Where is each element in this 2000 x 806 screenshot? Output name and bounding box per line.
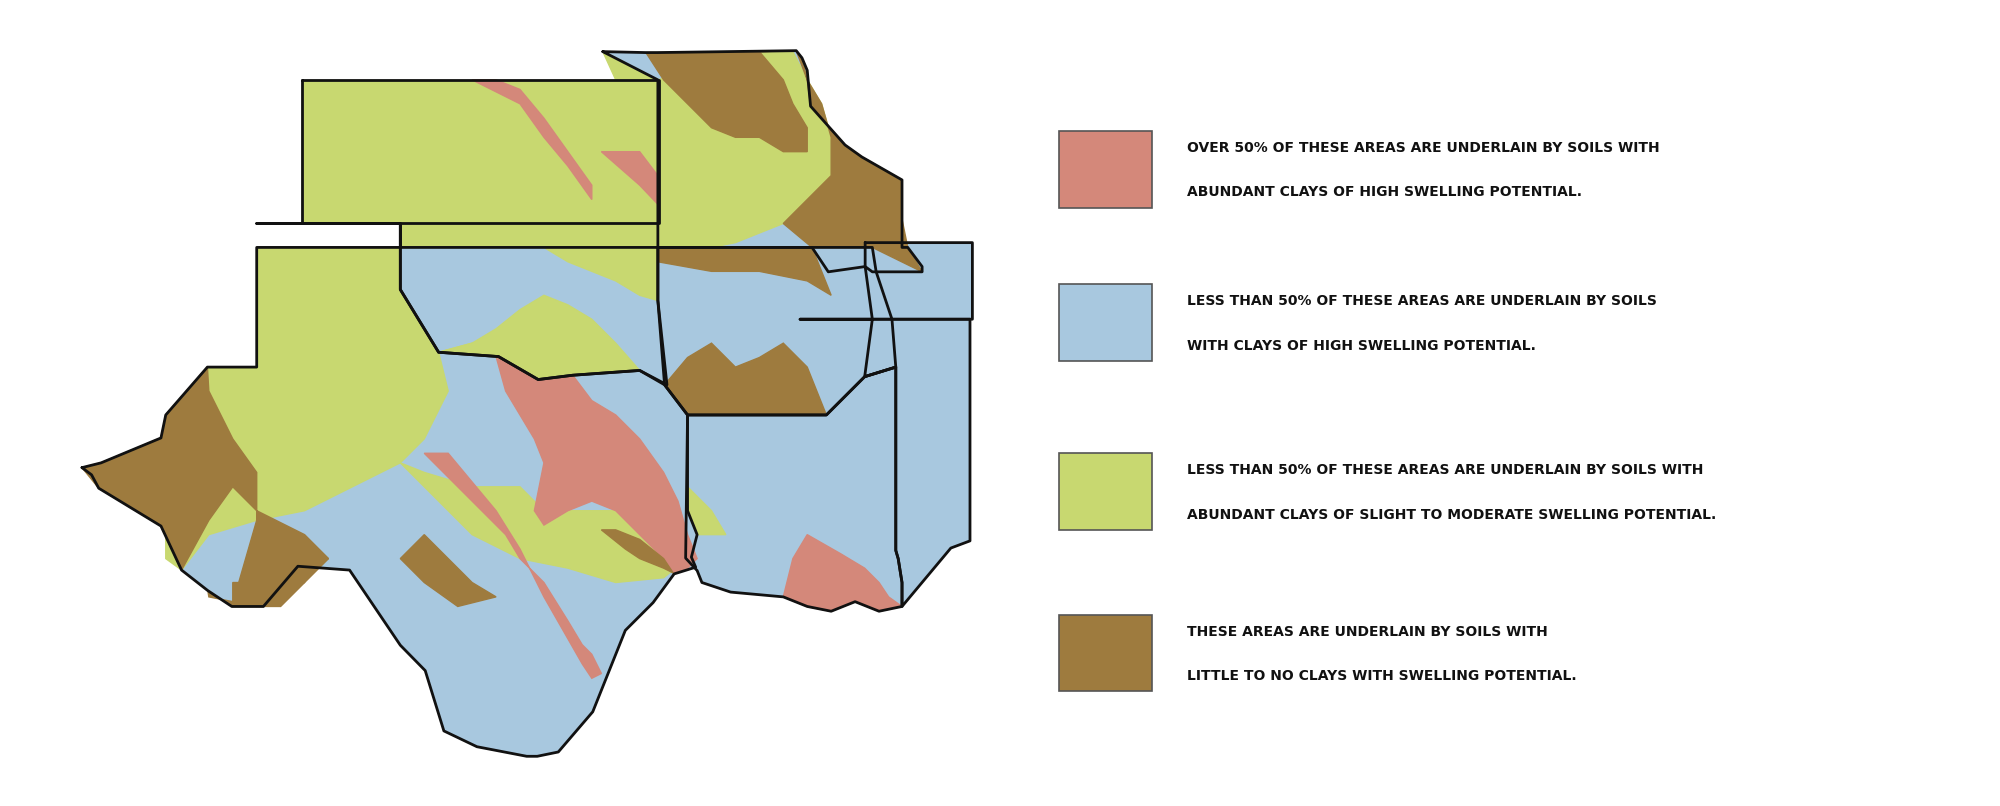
Polygon shape bbox=[496, 356, 698, 573]
Polygon shape bbox=[400, 534, 496, 606]
Polygon shape bbox=[760, 51, 922, 272]
Polygon shape bbox=[232, 559, 328, 606]
Polygon shape bbox=[256, 223, 658, 301]
Text: OVER 50% OF THESE AREAS ARE UNDERLAIN BY SOILS WITH: OVER 50% OF THESE AREAS ARE UNDERLAIN BY… bbox=[1186, 141, 1660, 155]
Polygon shape bbox=[602, 152, 658, 205]
Polygon shape bbox=[866, 243, 972, 319]
Polygon shape bbox=[688, 487, 726, 534]
Text: ABUNDANT CLAYS OF SLIGHT TO MODERATE SWELLING POTENTIAL.: ABUNDANT CLAYS OF SLIGHT TO MODERATE SWE… bbox=[1186, 508, 1716, 521]
FancyBboxPatch shape bbox=[1060, 131, 1152, 207]
Polygon shape bbox=[166, 247, 448, 570]
Polygon shape bbox=[658, 247, 832, 295]
Text: WITH CLAYS OF HIGH SWELLING POTENTIAL.: WITH CLAYS OF HIGH SWELLING POTENTIAL. bbox=[1186, 339, 1536, 352]
Text: LESS THAN 50% OF THESE AREAS ARE UNDERLAIN BY SOILS: LESS THAN 50% OF THESE AREAS ARE UNDERLA… bbox=[1186, 294, 1656, 308]
Polygon shape bbox=[646, 52, 808, 152]
Polygon shape bbox=[658, 52, 832, 247]
FancyBboxPatch shape bbox=[1060, 285, 1152, 361]
Polygon shape bbox=[400, 463, 688, 583]
Text: LESS THAN 50% OF THESE AREAS ARE UNDERLAIN BY SOILS WITH: LESS THAN 50% OF THESE AREAS ARE UNDERLA… bbox=[1186, 463, 1702, 477]
Polygon shape bbox=[686, 367, 902, 611]
Polygon shape bbox=[658, 247, 896, 415]
Polygon shape bbox=[256, 247, 640, 380]
Polygon shape bbox=[302, 80, 660, 223]
Polygon shape bbox=[424, 453, 602, 679]
Polygon shape bbox=[602, 51, 922, 272]
Text: ABUNDANT CLAYS OF HIGH SWELLING POTENTIAL.: ABUNDANT CLAYS OF HIGH SWELLING POTENTIA… bbox=[1186, 185, 1582, 199]
Polygon shape bbox=[82, 247, 698, 756]
Polygon shape bbox=[784, 534, 902, 611]
Text: LITTLE TO NO CLAYS WITH SWELLING POTENTIAL.: LITTLE TO NO CLAYS WITH SWELLING POTENTI… bbox=[1186, 669, 1576, 683]
FancyBboxPatch shape bbox=[1060, 614, 1152, 691]
Polygon shape bbox=[302, 80, 660, 223]
Polygon shape bbox=[256, 223, 666, 384]
Polygon shape bbox=[438, 343, 572, 380]
Polygon shape bbox=[602, 530, 674, 573]
Polygon shape bbox=[592, 52, 658, 247]
Polygon shape bbox=[472, 80, 592, 200]
Text: THESE AREAS ARE UNDERLAIN BY SOILS WITH: THESE AREAS ARE UNDERLAIN BY SOILS WITH bbox=[1186, 625, 1548, 638]
Polygon shape bbox=[800, 319, 970, 606]
Polygon shape bbox=[82, 367, 328, 606]
Polygon shape bbox=[208, 567, 304, 606]
Polygon shape bbox=[664, 343, 826, 415]
FancyBboxPatch shape bbox=[1060, 453, 1152, 530]
